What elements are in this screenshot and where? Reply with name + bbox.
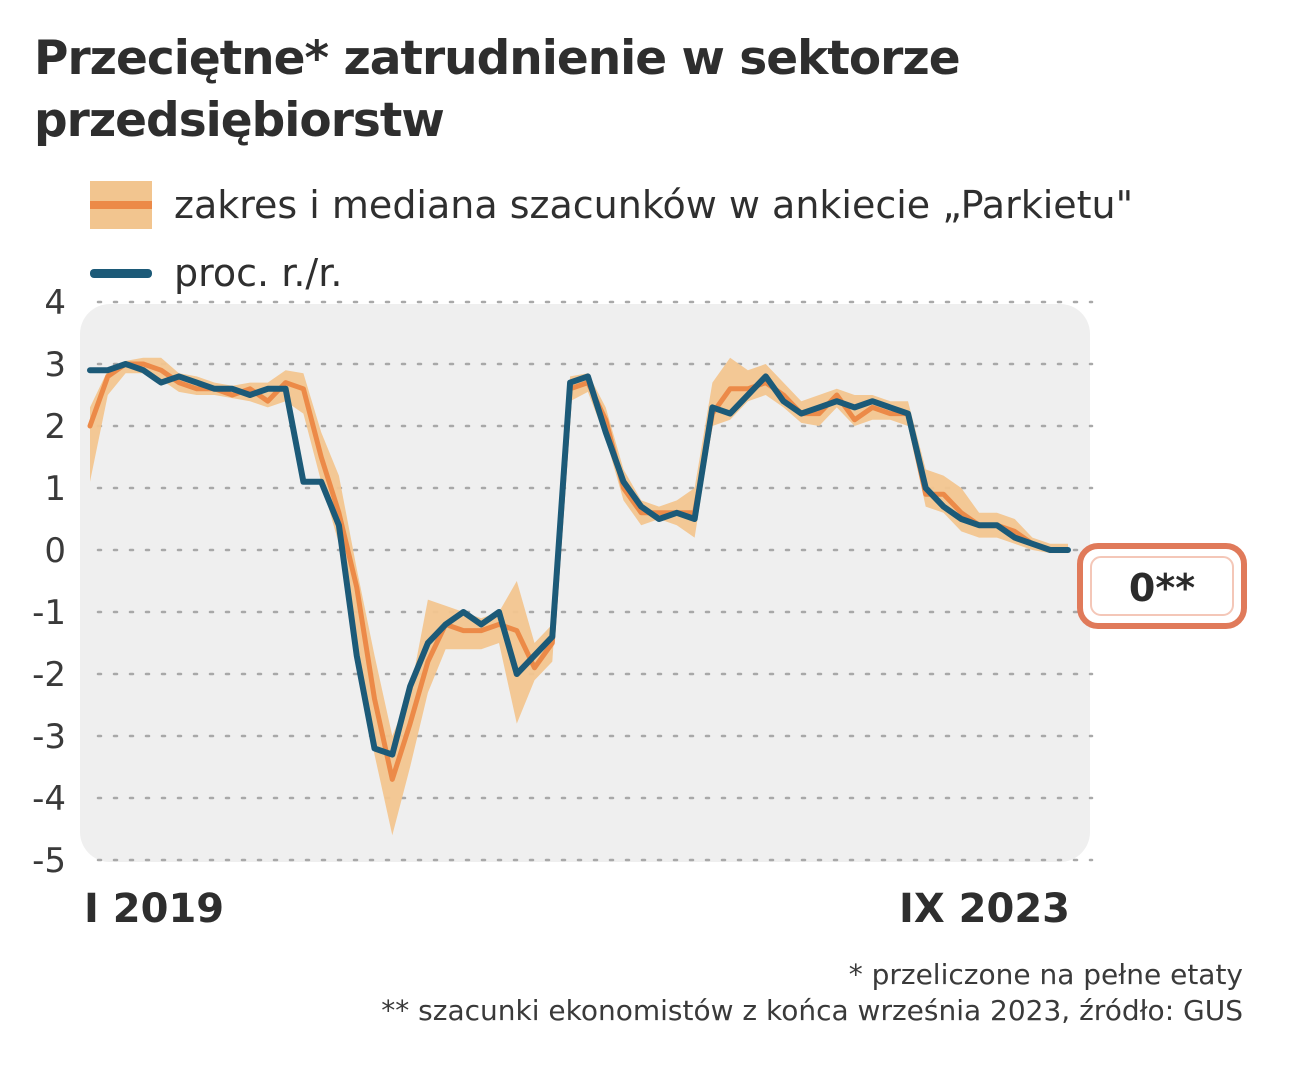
- yoy-line: [87, 361, 1071, 758]
- y-tick-label: -5: [32, 841, 66, 881]
- y-tick-label: 2: [44, 407, 66, 447]
- x-tick-label-end: IX 2023: [899, 886, 1070, 932]
- callout-value: 0**: [1129, 566, 1195, 610]
- legend-range-label: zakres i mediana szacunków w ankiecie „P…: [174, 183, 1134, 227]
- legend-item-line: proc. r./r.: [90, 248, 342, 298]
- y-tick-label: -3: [32, 717, 66, 757]
- y-tick-label: -2: [32, 655, 66, 695]
- y-tick-label: -4: [32, 779, 66, 819]
- range-band: [90, 357, 1068, 836]
- chart-title: Przeciętne* zatrudnienie w sektorze prze…: [34, 31, 961, 148]
- y-tick-label: 1: [44, 469, 66, 509]
- footnote-2: ** szacunki ekonomistów z końca września…: [381, 994, 1243, 1027]
- legend-line-swatch: [90, 249, 152, 297]
- legend-item-range: zakres i mediana szacunków w ankiecie „P…: [90, 180, 1133, 230]
- y-tick-label: -1: [32, 593, 66, 633]
- x-tick-label-start: I 2019: [84, 886, 224, 932]
- plot-background: [80, 304, 1090, 862]
- legend-line-label: proc. r./r.: [174, 251, 343, 295]
- legend-range-swatch: [90, 181, 152, 229]
- y-tick-label: 0: [44, 531, 66, 571]
- y-tick-label: 3: [44, 345, 66, 385]
- footnote-1: * przeliczone na pełne etaty: [848, 958, 1243, 991]
- y-tick-label: 4: [44, 283, 66, 323]
- callout-inner: [1090, 556, 1234, 616]
